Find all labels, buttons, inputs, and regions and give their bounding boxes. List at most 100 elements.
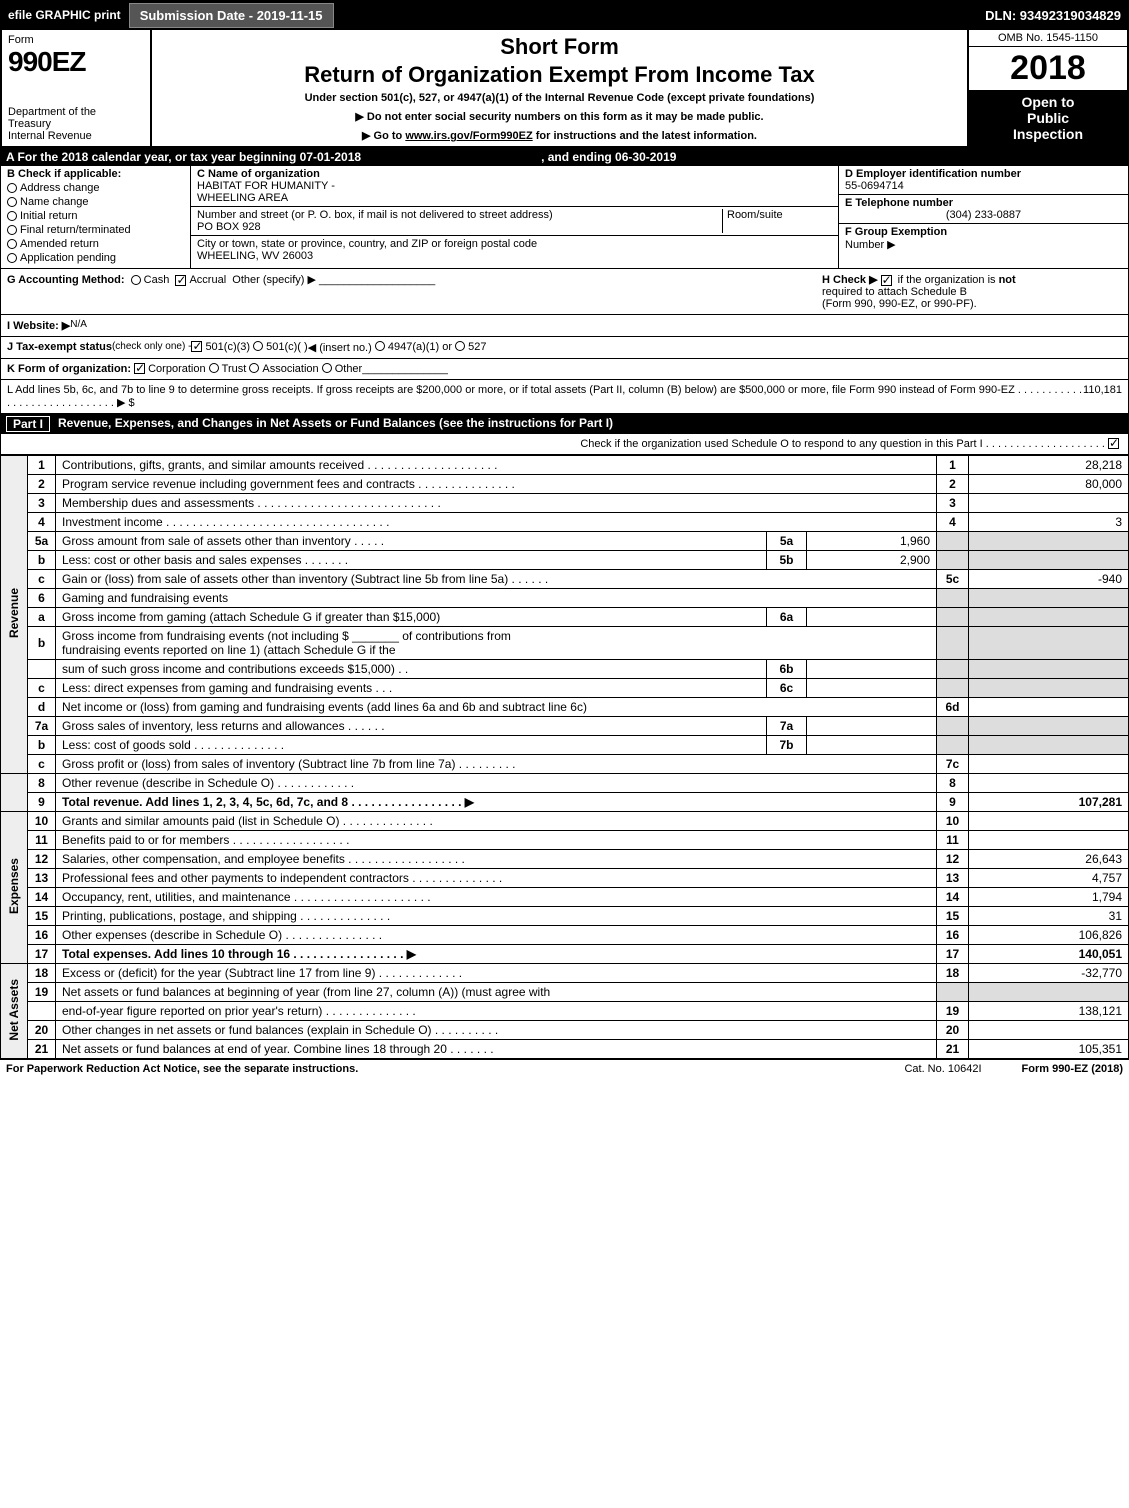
city-label: City or town, state or province, country…: [197, 238, 537, 250]
ein-value: 55-0694714: [845, 180, 1122, 192]
e-label: E Telephone number: [845, 197, 953, 209]
schedule-o-check[interactable]: [1108, 438, 1119, 449]
g-label: G Accounting Method:: [7, 274, 125, 286]
org-name-row: C Name of organization HABITAT FOR HUMAN…: [191, 166, 838, 207]
h-check[interactable]: [881, 275, 892, 286]
row-gh: G Accounting Method: Cash Accrual Other …: [0, 269, 1129, 315]
check-amended-return[interactable]: Amended return: [7, 238, 184, 250]
cash-radio[interactable]: [131, 275, 141, 285]
omb-number: OMB No. 1545-1150: [969, 30, 1127, 47]
phone-row: E Telephone number (304) 233-0887: [839, 195, 1128, 224]
table-row: 17 Total expenses. Add lines 10 through …: [1, 945, 1129, 964]
corp-check[interactable]: [134, 363, 145, 374]
table-row: 15 Printing, publications, postage, and …: [1, 907, 1129, 926]
org-name-2: WHEELING AREA: [197, 192, 335, 204]
check-initial-return[interactable]: Initial return: [7, 210, 184, 222]
check-address-change[interactable]: Address change: [7, 182, 184, 194]
goto-line: ▶ Go to www.irs.gov/Form990EZ for instru…: [160, 129, 959, 142]
dln-label: DLN: 93492319034829: [977, 8, 1129, 23]
h-box: H Check ▶ if the organization is not req…: [822, 273, 1122, 310]
open-to-public: Open to Public Inspection: [969, 90, 1127, 146]
form-number: 990EZ: [8, 46, 144, 78]
room-label: Room/suite: [722, 209, 832, 233]
irs-link[interactable]: www.irs.gov/Form990EZ: [405, 130, 532, 142]
table-row: 7a Gross sales of inventory, less return…: [1, 717, 1129, 736]
form-reference: Form 990-EZ (2018): [1022, 1063, 1123, 1075]
assoc-radio[interactable]: [249, 363, 259, 373]
table-row: d Net income or (loss) from gaming and f…: [1, 698, 1129, 717]
table-row: end-of-year figure reported on prior yea…: [1, 1002, 1129, 1021]
phone-value: (304) 233-0887: [845, 209, 1122, 221]
header-mid: Short Form Return of Organization Exempt…: [152, 30, 967, 146]
open-line: Public: [971, 110, 1125, 126]
form-header: Form 990EZ Department of the Treasury In…: [0, 30, 1129, 148]
table-row: b Less: cost or other basis and sales ex…: [1, 551, 1129, 570]
table-row: 20 Other changes in net assets or fund b…: [1, 1021, 1129, 1040]
check-final-return[interactable]: Final return/terminated: [7, 224, 184, 236]
table-row: 8 Other revenue (describe in Schedule O)…: [1, 774, 1129, 793]
501c3-check[interactable]: [191, 341, 202, 352]
check-name-change[interactable]: Name change: [7, 196, 184, 208]
efile-label: efile GRAPHIC print: [0, 8, 129, 22]
main-title: Return of Organization Exempt From Incom…: [160, 62, 959, 88]
part-i-header: Part I Revenue, Expenses, and Changes in…: [0, 414, 1129, 434]
part-label: Part I: [6, 416, 50, 432]
k-label: K Form of organization:: [7, 363, 131, 375]
table-row: a Gross income from gaming (attach Sched…: [1, 608, 1129, 627]
revenue-side-label: Revenue: [1, 456, 28, 774]
table-row: 14 Occupancy, rent, utilities, and maint…: [1, 888, 1129, 907]
table-row: 12 Salaries, other compensation, and emp…: [1, 850, 1129, 869]
table-row: c Gain or (loss) from sale of assets oth…: [1, 570, 1129, 589]
dept-line: Department of the: [8, 106, 144, 118]
department-lines: Department of the Treasury Internal Reve…: [8, 106, 144, 142]
row-l: L Add lines 5b, 6c, and 7b to line 9 to …: [0, 380, 1129, 414]
section-bcdef: B Check if applicable: Address change Na…: [0, 166, 1129, 269]
goto-suffix: for instructions and the latest informat…: [533, 130, 757, 142]
header-left: Form 990EZ Department of the Treasury In…: [2, 30, 152, 146]
period-begin: A For the 2018 calendar year, or tax yea…: [6, 150, 361, 164]
table-row: 5a Gross amount from sale of assets othe…: [1, 532, 1129, 551]
check-application-pending[interactable]: Application pending: [7, 252, 184, 264]
row-l-amount: 110,181: [1083, 384, 1122, 409]
table-row: 9 Total revenue. Add lines 1, 2, 3, 4, 5…: [1, 793, 1129, 812]
h-label: H Check ▶: [822, 274, 878, 286]
row-i: I Website: ▶ N/A: [0, 315, 1129, 337]
501c-radio[interactable]: [253, 341, 263, 351]
header-right: OMB No. 1545-1150 2018 Open to Public In…: [967, 30, 1127, 146]
j-label: J Tax-exempt status: [7, 341, 112, 354]
website-value: N/A: [70, 319, 87, 332]
submission-date-button[interactable]: Submission Date - 2019-11-15: [129, 3, 334, 28]
period-end: , and ending 06-30-2019: [541, 150, 676, 164]
f-label-2: Number ▶: [845, 238, 1122, 251]
i-label: I Website: ▶: [7, 319, 70, 332]
street-value: PO BOX 928: [197, 221, 722, 233]
4947-radio[interactable]: [375, 341, 385, 351]
ein-row: D Employer identification number 55-0694…: [839, 166, 1128, 195]
tax-year: 2018: [969, 47, 1127, 90]
accounting-method: G Accounting Method: Cash Accrual Other …: [7, 273, 435, 310]
f-label: F Group Exemption: [845, 226, 947, 238]
paperwork-notice: For Paperwork Reduction Act Notice, see …: [6, 1063, 358, 1075]
d-label: D Employer identification number: [845, 168, 1021, 180]
open-line: Open to: [971, 94, 1125, 110]
page-footer: For Paperwork Reduction Act Notice, see …: [0, 1059, 1129, 1078]
box-b-header: B Check if applicable:: [7, 168, 121, 180]
row-k: K Form of organization: Corporation Trus…: [0, 359, 1129, 380]
table-row: 16 Other expenses (describe in Schedule …: [1, 926, 1129, 945]
other-radio[interactable]: [322, 363, 332, 373]
street-row: Number and street (or P. O. box, if mail…: [191, 207, 838, 236]
c-label: C Name of organization: [197, 168, 320, 180]
table-row: 13 Professional fees and other payments …: [1, 869, 1129, 888]
dept-line: Treasury: [8, 118, 144, 130]
short-form-title: Short Form: [160, 34, 959, 60]
city-value: WHEELING, WV 26003: [197, 250, 537, 262]
accrual-check[interactable]: [175, 275, 186, 286]
table-row: 3 Membership dues and assessments . . . …: [1, 494, 1129, 513]
table-row: 2 Program service revenue including gove…: [1, 475, 1129, 494]
city-row: City or town, state or province, country…: [191, 236, 838, 264]
table-row: Expenses 10 Grants and similar amounts p…: [1, 812, 1129, 831]
table-row: c Gross profit or (loss) from sales of i…: [1, 755, 1129, 774]
trust-radio[interactable]: [209, 363, 219, 373]
527-radio[interactable]: [455, 341, 465, 351]
table-row: 11 Benefits paid to or for members . . .…: [1, 831, 1129, 850]
